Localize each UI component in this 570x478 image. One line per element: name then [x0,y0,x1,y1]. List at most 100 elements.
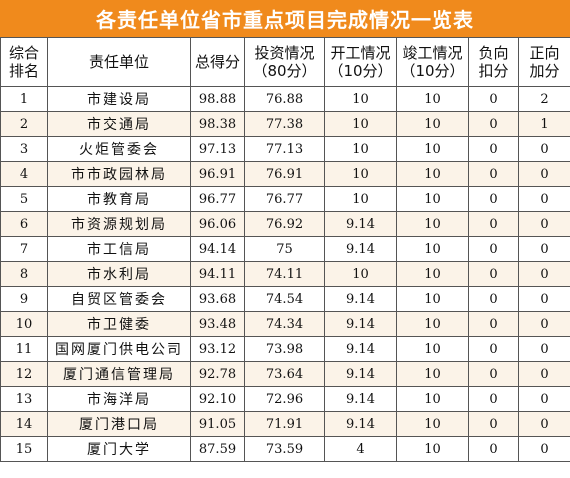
cell-rank: 8 [0,261,48,287]
cell-negative: 0 [468,311,519,337]
table-row: 13 市海洋局 92.10 72.96 9.14 10 0 0 [0,386,570,412]
cell-negative: 0 [468,186,519,212]
header-investment: 投资情况 （80分） [244,37,325,87]
cell-start: 10 [324,86,397,112]
table-title: 各责任单位省市重点项目完成情况一览表 [0,0,570,37]
cell-total: 96.77 [190,186,245,212]
cell-positive: 0 [518,311,570,337]
cell-rank: 1 [0,86,48,112]
cell-total: 92.78 [190,361,245,387]
cell-start: 9.14 [324,311,397,337]
table-row: 5 市教育局 96.77 76.77 10 10 0 0 [0,186,570,212]
header-completion: 竣工情况 （10分） [396,37,469,87]
cell-start: 9.14 [324,286,397,312]
cell-investment: 77.38 [244,111,325,137]
header-start: 开工情况 （10分） [324,37,397,87]
cell-negative: 0 [468,261,519,287]
cell-investment: 71.91 [244,411,325,437]
cell-rank: 10 [0,311,48,337]
table-row: 4 市市政园林局 96.91 76.91 10 10 0 0 [0,161,570,187]
cell-investment: 73.64 [244,361,325,387]
cell-completion: 10 [396,311,469,337]
table-row: 10 市卫健委 93.48 74.34 9.14 10 0 0 [0,311,570,337]
cell-investment: 73.98 [244,336,325,362]
table-row: 15 厦门大学 87.59 73.59 4 10 0 0 [0,436,570,462]
cell-unit: 国网厦门供电公司 [47,336,191,362]
table-row: 12 厦门通信管理局 92.78 73.64 9.14 10 0 0 [0,361,570,387]
cell-completion: 10 [396,261,469,287]
cell-positive: 0 [518,286,570,312]
cell-rank: 15 [0,436,48,462]
cell-completion: 10 [396,236,469,262]
cell-negative: 0 [468,236,519,262]
cell-completion: 10 [396,161,469,187]
cell-positive: 0 [518,361,570,387]
cell-completion: 10 [396,361,469,387]
cell-negative: 0 [468,136,519,162]
cell-investment: 77.13 [244,136,325,162]
cell-completion: 10 [396,111,469,137]
cell-unit: 市教育局 [47,186,191,212]
cell-positive: 0 [518,261,570,287]
cell-completion: 10 [396,411,469,437]
cell-total: 94.11 [190,261,245,287]
cell-negative: 0 [468,161,519,187]
cell-positive: 0 [518,436,570,462]
cell-start: 9.14 [324,336,397,362]
cell-unit: 厦门通信管理局 [47,361,191,387]
cell-investment: 76.91 [244,161,325,187]
cell-unit: 自贸区管委会 [47,286,191,312]
cell-start: 9.14 [324,411,397,437]
cell-start: 10 [324,111,397,137]
cell-positive: 0 [518,386,570,412]
cell-rank: 2 [0,111,48,137]
cell-total: 93.48 [190,311,245,337]
cell-total: 98.88 [190,86,245,112]
cell-unit: 火炬管委会 [47,136,191,162]
cell-positive: 0 [518,186,570,212]
cell-unit: 市水利局 [47,261,191,287]
cell-completion: 10 [396,386,469,412]
header-row: 综合 排名 责任单位 总得分 投资情况 （80分） 开工情况 （10分） 竣工情况 （1… [0,37,570,87]
header-total: 总得分 [190,37,245,87]
cell-investment: 76.88 [244,86,325,112]
cell-completion: 10 [396,136,469,162]
cell-positive: 0 [518,336,570,362]
table-row: 1 市建设局 98.88 76.88 10 10 0 2 [0,86,570,112]
cell-start: 9.14 [324,386,397,412]
header-positive: 正向 加分 [518,37,570,87]
cell-completion: 10 [396,436,469,462]
cell-start: 10 [324,136,397,162]
cell-total: 97.13 [190,136,245,162]
cell-total: 87.59 [190,436,245,462]
cell-rank: 6 [0,211,48,237]
cell-investment: 74.11 [244,261,325,287]
cell-negative: 0 [468,286,519,312]
cell-start: 9.14 [324,211,397,237]
cell-unit: 厦门大学 [47,436,191,462]
cell-total: 93.12 [190,336,245,362]
cell-total: 94.14 [190,236,245,262]
cell-investment: 76.92 [244,211,325,237]
header-rank: 综合 排名 [0,37,48,87]
cell-negative: 0 [468,86,519,112]
cell-completion: 10 [396,336,469,362]
cell-unit: 市建设局 [47,86,191,112]
table-row: 8 市水利局 94.11 74.11 10 10 0 0 [0,261,570,287]
cell-positive: 0 [518,136,570,162]
cell-completion: 10 [396,286,469,312]
cell-rank: 14 [0,411,48,437]
cell-negative: 0 [468,336,519,362]
cell-completion: 10 [396,186,469,212]
cell-positive: 0 [518,411,570,437]
cell-total: 96.91 [190,161,245,187]
cell-total: 93.68 [190,286,245,312]
cell-investment: 73.59 [244,436,325,462]
cell-total: 92.10 [190,386,245,412]
table-row: 9 自贸区管委会 93.68 74.54 9.14 10 0 0 [0,286,570,312]
cell-unit: 厦门港口局 [47,411,191,437]
table-row: 3 火炬管委会 97.13 77.13 10 10 0 0 [0,136,570,162]
cell-unit: 市卫健委 [47,311,191,337]
cell-negative: 0 [468,361,519,387]
cell-rank: 13 [0,386,48,412]
